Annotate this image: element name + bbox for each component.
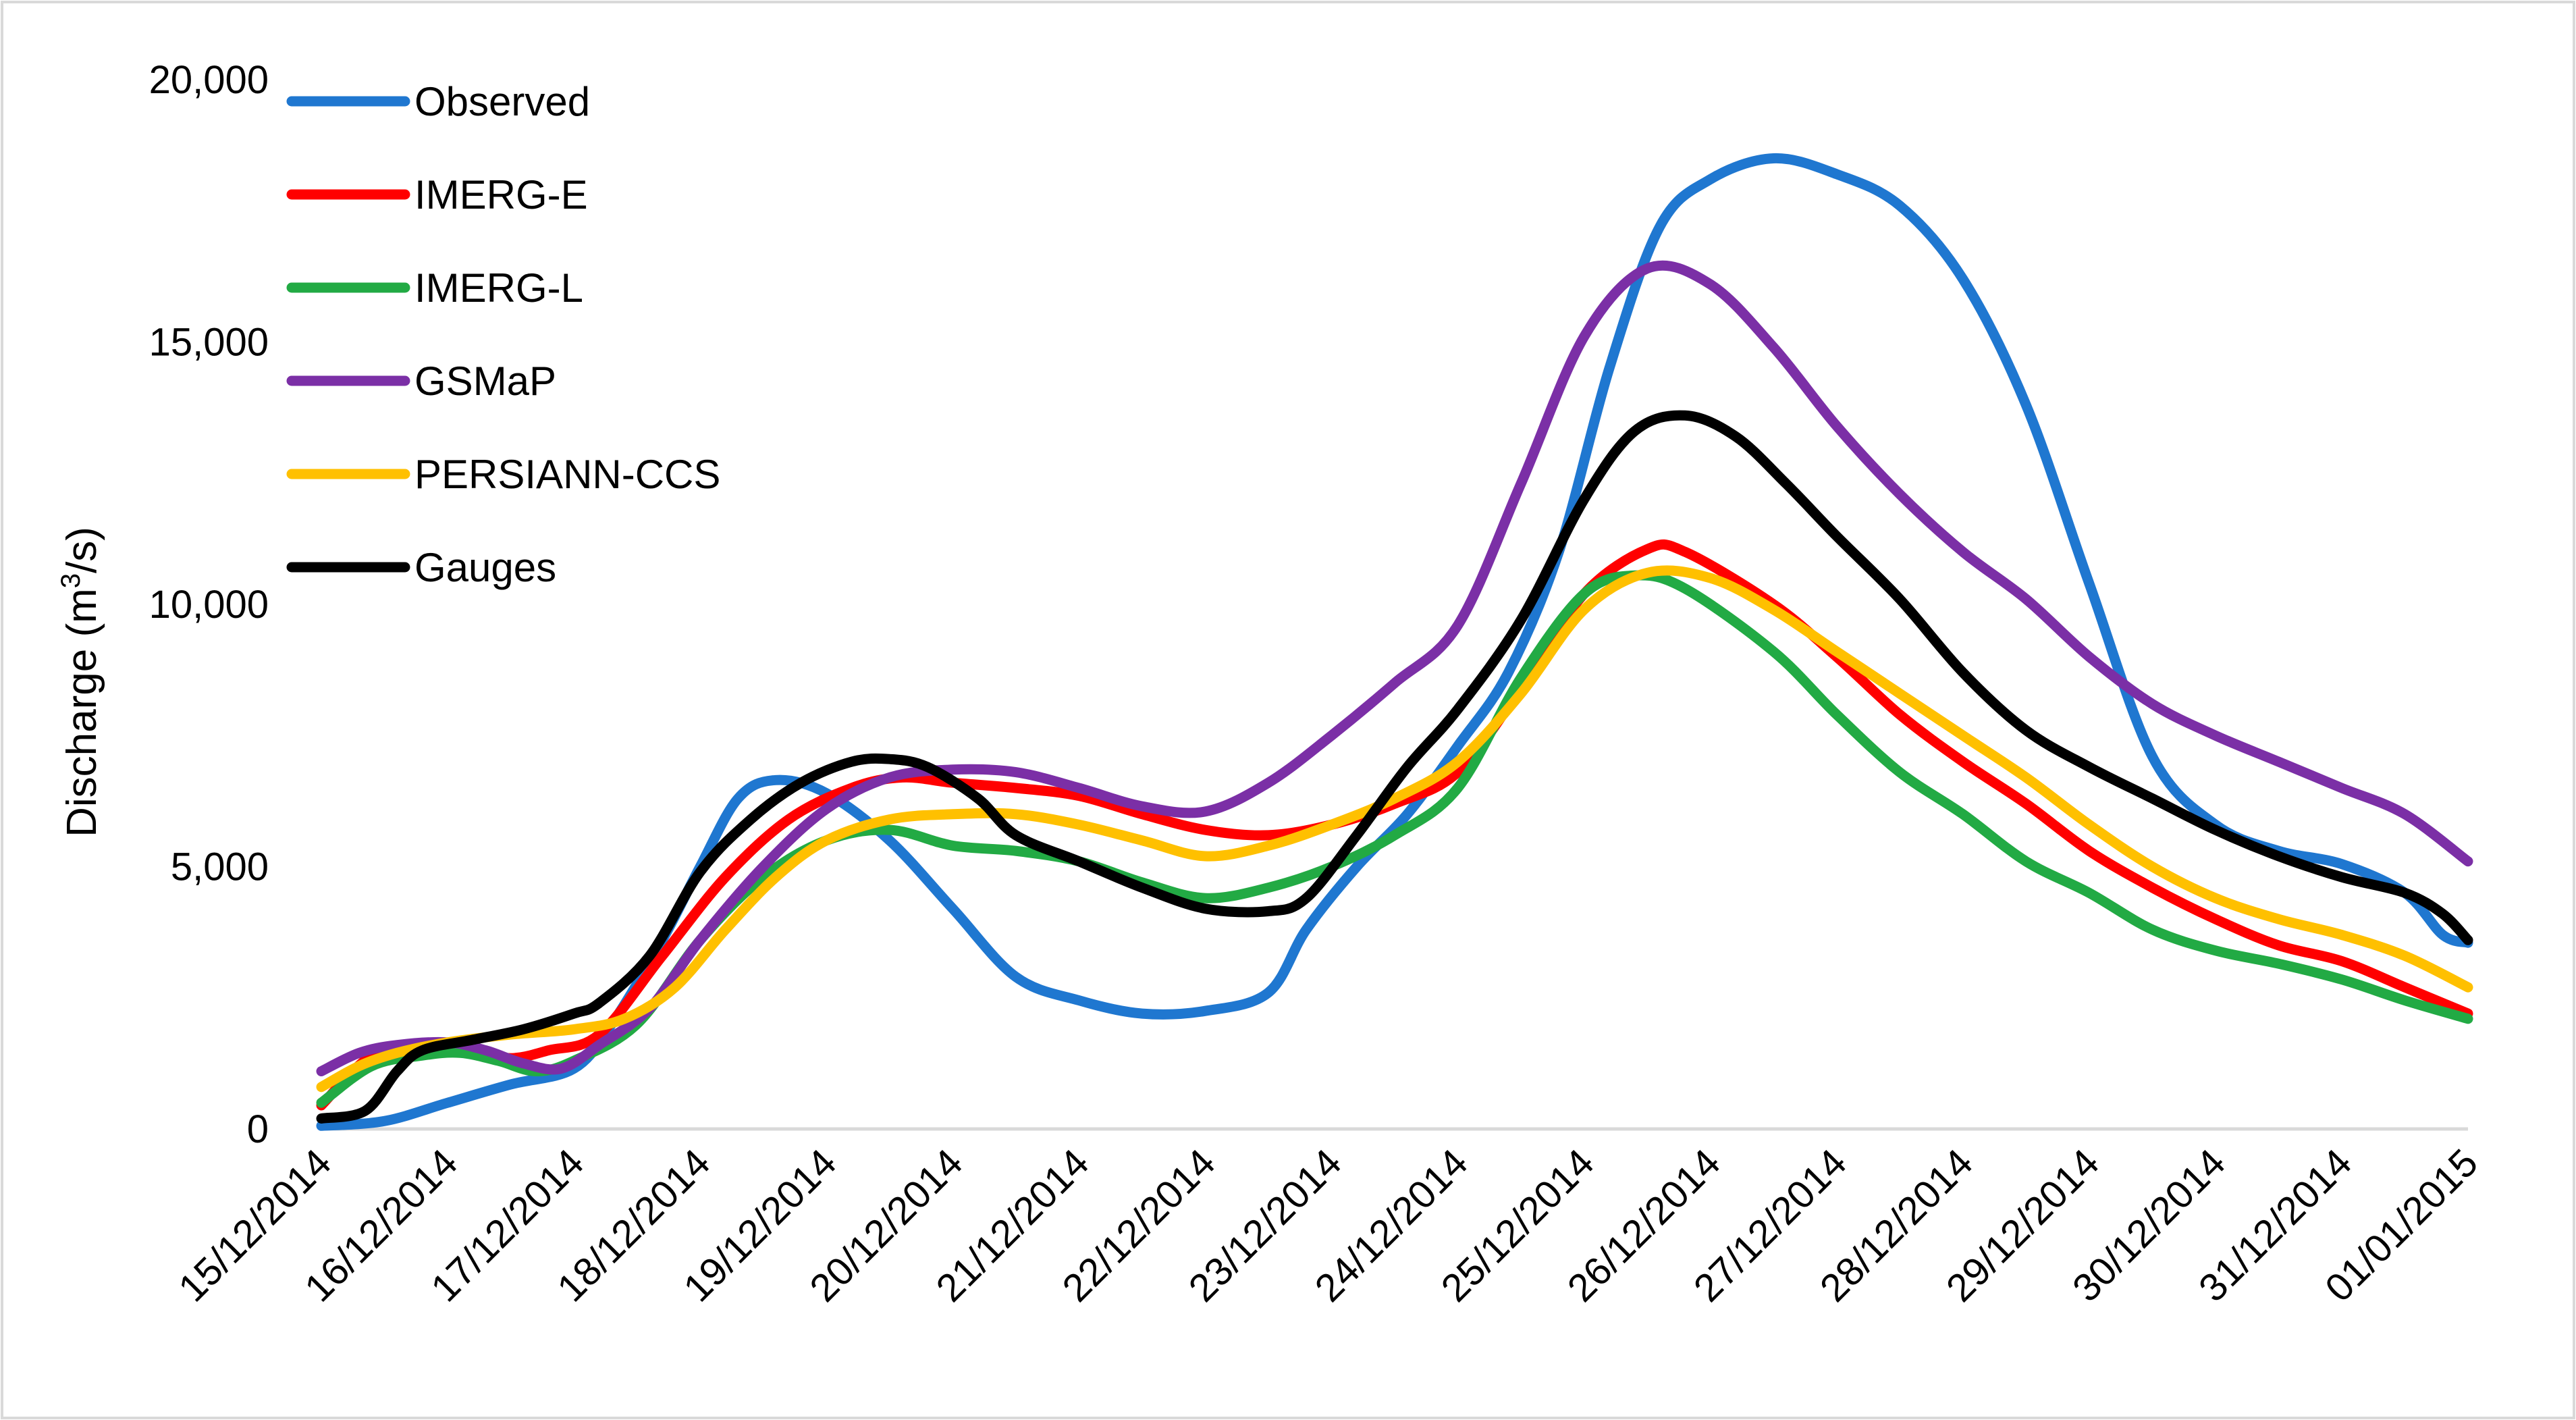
y-tick-label-3: 15,000 <box>149 321 269 365</box>
y-tick-label-0: 0 <box>247 1107 269 1151</box>
y-axis-ticks: 0 5,000 10,000 15,000 20,000 <box>149 58 269 1151</box>
y-axis-title: Discharge (m3/s) <box>56 527 105 837</box>
series-line-gauges <box>316 410 2473 1124</box>
y-tick-label-4: 20,000 <box>149 58 269 102</box>
series-layer <box>316 153 2473 1131</box>
legend-label-imerg-e: IMERG-E <box>414 172 588 217</box>
y-tick-label-1: 5,000 <box>171 845 269 889</box>
y-axis-title-group: Discharge (m3/s) <box>56 527 105 837</box>
y-axis-title-superscript: 3 <box>56 573 86 588</box>
legend-label-gauges: Gauges <box>414 545 556 590</box>
legend: Observed IMERG-E IMERG-L GSMaP PERSIANN-CCS G… <box>286 79 720 590</box>
legend-label-imerg-l: IMERG-L <box>414 265 583 311</box>
y-tick-label-2: 10,000 <box>149 583 269 627</box>
legend-label-observed: Observed <box>414 79 590 124</box>
legend-label-persiann-ccs: PERSIANN-CCS <box>414 452 720 497</box>
y-axis-title-main: Discharge (m <box>59 588 105 837</box>
legend-label-gsmap: GSMaP <box>414 359 556 404</box>
series-line-gsmap <box>316 260 2473 1076</box>
y-axis-title-suffix: /s) <box>59 527 105 573</box>
